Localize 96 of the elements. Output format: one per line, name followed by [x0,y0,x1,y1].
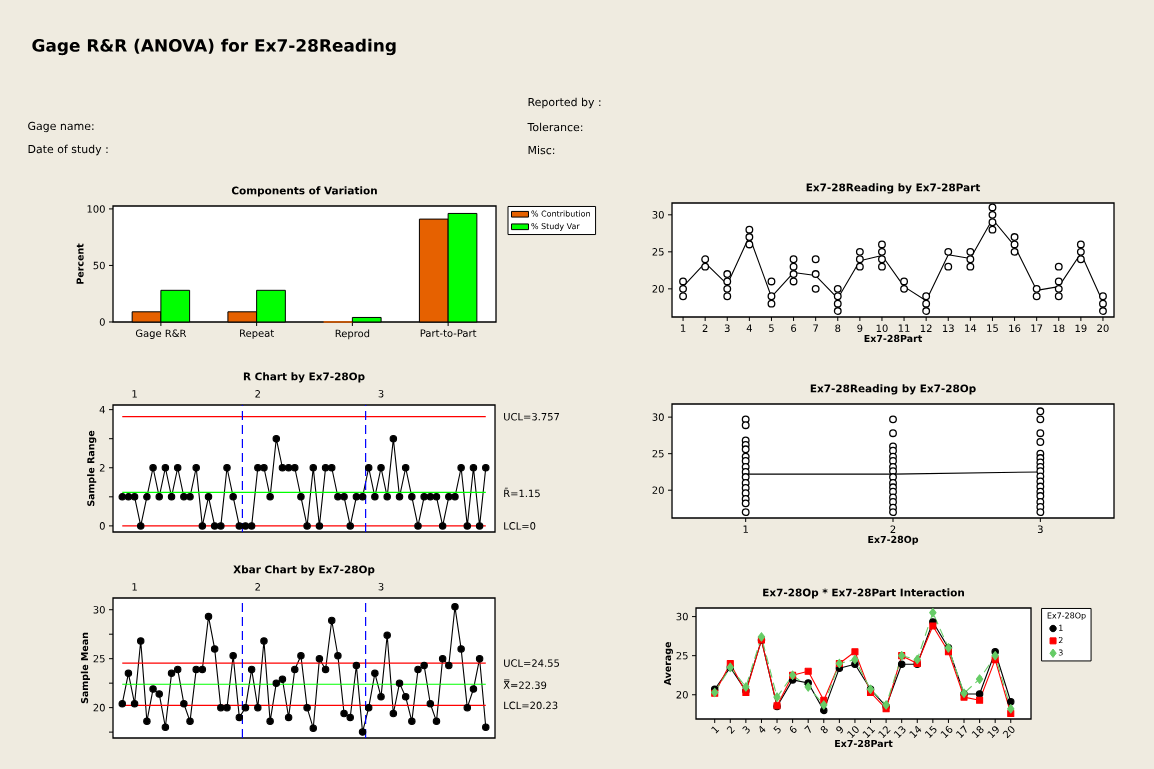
x-tick-label: 13 [943,324,954,333]
x-tick-label: 6 [789,725,797,733]
x-tick-label: 14 [909,725,922,738]
x-tick-label: 1 [711,726,720,734]
x-tick-label: 20 [1002,726,1015,739]
x-tick-label: 1 [132,390,137,398]
x-tick-label: Gage R&R [135,329,187,339]
y-tick-label: 25 [652,449,664,458]
y-tick-label: 25 [93,654,105,663]
x-tick-label: 7 [813,324,818,332]
ref-line-label: R̄=1.15 [504,487,540,498]
x-tick-label: Part-to-Part [420,329,477,337]
x-tick-label: 6 [791,324,797,333]
ref-line-label: X̿=22.39 [503,679,547,689]
x-axis-title: Ex7-28Part [835,739,893,748]
chart-title: Ex7-28Op * Ex7-28Part Interaction [763,588,964,599]
x-tick-label: 16 [1009,324,1021,333]
chart-title: R Chart by Ex7-28Op [243,372,365,383]
text: Tolerance: [527,122,583,132]
y-tick-label: 30 [652,413,664,421]
x-tick-label: 12 [878,726,891,738]
x-axis-title: Ex7-28Op [868,535,919,545]
x-tick-label: 1 [743,525,748,533]
x-tick-label: Reprod [335,329,370,340]
x-tick-label: 20 [1097,324,1109,333]
x-tick-label: 15 [924,725,937,738]
x-tick-label: 17 [1031,324,1043,332]
y-tick-label: 20 [652,486,664,494]
y-tick-label: 0 [99,522,105,530]
x-tick-label: 4 [746,324,752,332]
x-tick-label: 2 [890,525,896,533]
ref-line-label: LCL=0 [504,522,536,530]
x-tick-label: 11 [898,324,910,332]
x-tick-label: 2 [255,390,260,398]
x-tick-label: 3 [742,726,750,734]
x-tick-label: 2 [255,583,260,591]
x-tick-label: 13 [893,726,906,738]
x-tick-label: 14 [965,324,977,332]
text: Gage R&R (ANOVA) for Ex7-28Reading [32,38,396,56]
text: Reported by : [528,97,601,109]
x-tick-label: 2 [702,324,708,332]
x-tick-label: 18 [1053,324,1065,333]
chart-title: Xbar Chart by Ex7-28Op [233,565,375,576]
x-tick-label: 9 [836,726,843,734]
y-tick-label: 50 [93,261,105,270]
x-tick-label: 3 [378,582,384,591]
x-axis-title: Ex7-28Part [864,334,923,343]
x-tick-label: 8 [820,726,828,734]
y-tick-label: 2 [99,464,105,472]
x-tick-label: 11 [862,726,876,738]
x-tick-label: 3 [724,324,730,333]
y-tick-label: 30 [652,211,664,219]
y-tick-label: 30 [676,612,688,621]
chart-title: Ex7-28Reading by Ex7-28Part [806,183,981,194]
x-tick-label: 19 [1075,324,1087,333]
x-tick-label: 18 [971,726,984,738]
x-tick-label: 9 [857,324,863,333]
y-tick-label: 20 [676,690,688,699]
text: Misc: [528,145,555,155]
x-tick-label: 19 [987,726,999,738]
y-tick-label: 4 [99,406,105,414]
x-tick-label: 2 [726,726,735,734]
x-tick-label: 16 [940,725,953,738]
y-tick-label: 20 [652,285,664,293]
x-tick-label: 1 [680,324,686,332]
ref-line-label: UCL=24.55 [504,659,559,667]
x-tick-label: 3 [1037,525,1043,534]
y-axis-title: Sample Mean [80,632,90,704]
x-tick-label: 5 [769,324,774,332]
x-tick-label: 7 [804,725,811,733]
y-tick-label: 25 [652,248,664,256]
y-tick-label: 0 [99,318,105,326]
chart-title: Ex7-28Reading by Ex7-28Op [810,384,976,395]
x-tick-label: 5 [773,725,781,734]
x-tick-label: 12 [920,324,932,332]
y-axis-title: Sample Range [87,430,97,507]
x-tick-label: 1 [132,583,137,591]
y-tick-label: 25 [676,651,688,660]
y-tick-label: 20 [93,703,105,712]
text: Date of study : [28,144,108,156]
x-tick-label: Repeat [240,329,274,339]
x-tick-label: 17 [956,725,967,738]
y-axis-title: Percent [76,243,84,284]
x-tick-label: 10 [847,726,859,738]
text: Gage name: [28,121,94,133]
x-tick-label: 15 [987,324,998,332]
y-tick-label: 30 [93,605,105,614]
chart-title: Components of Variation [231,186,377,197]
x-tick-label: 3 [378,389,384,398]
y-axis-title: Average [664,642,673,686]
x-tick-label: 4 [759,725,766,733]
x-tick-label: 10 [876,324,888,333]
ref-line-label: UCL=3.757 [504,412,560,421]
y-tick-label: 100 [87,205,105,213]
ref-line-label: LCL=20.23 [504,701,558,710]
x-tick-label: 8 [835,324,841,333]
